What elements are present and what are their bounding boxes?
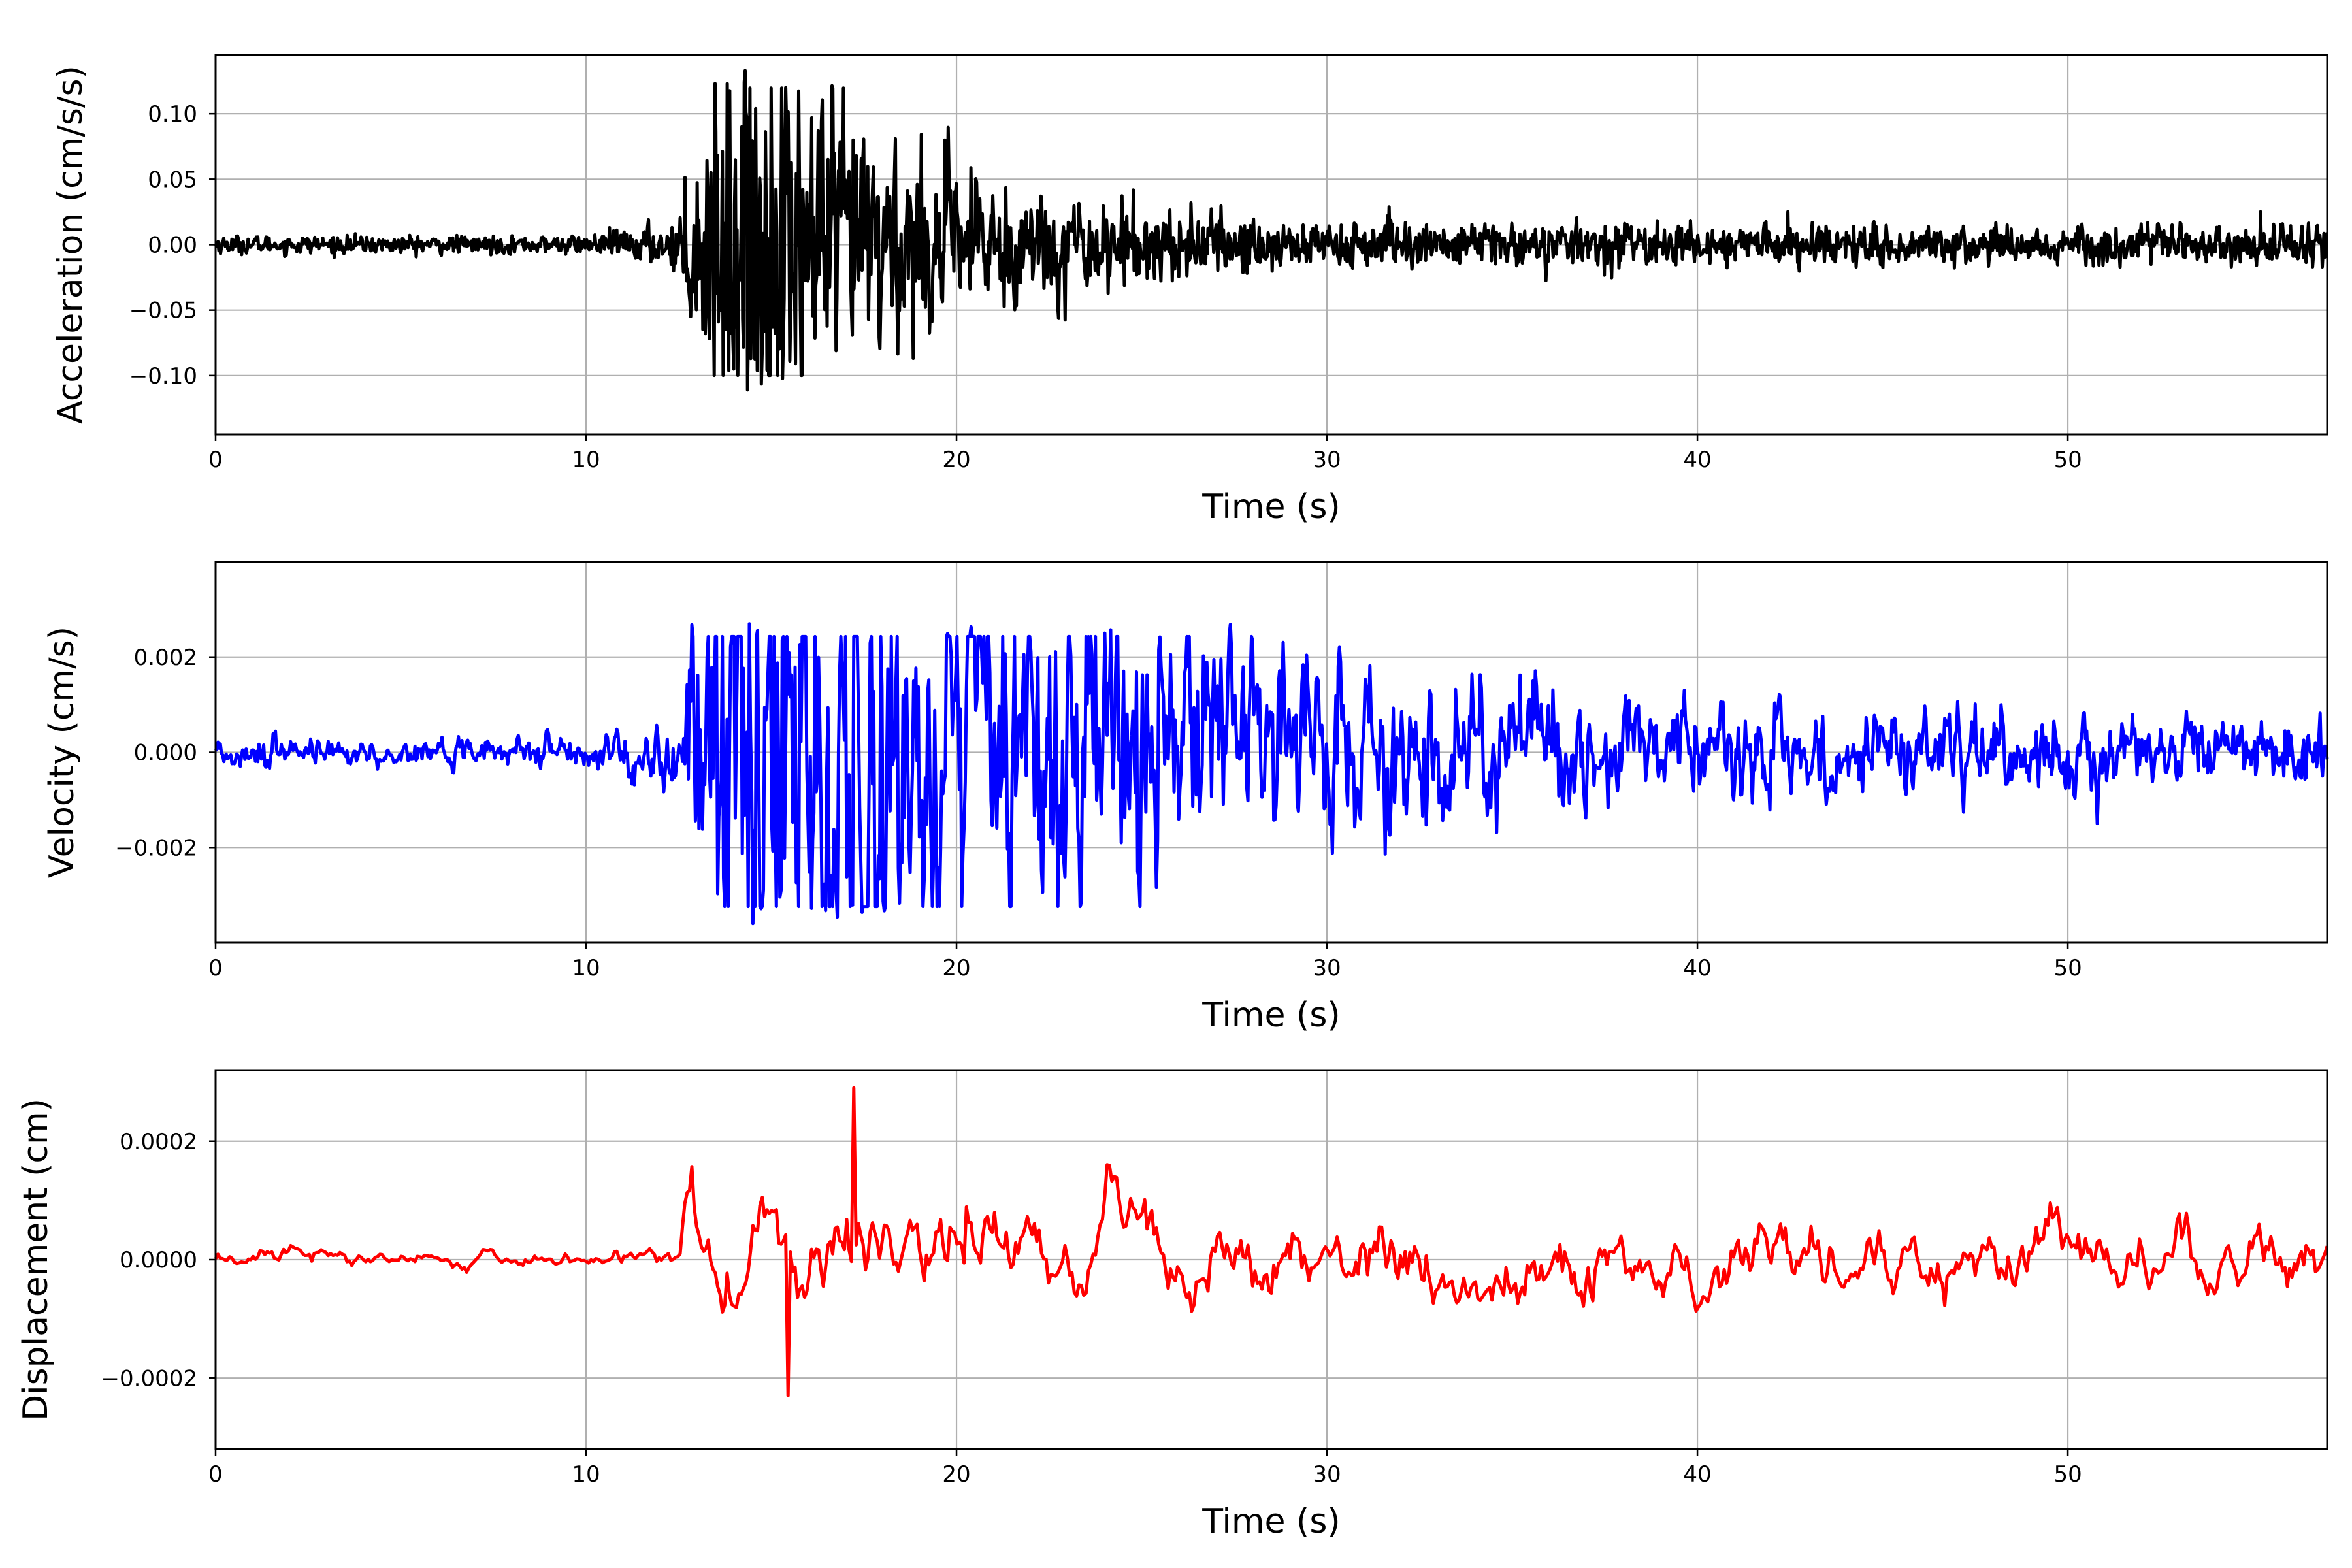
acceleration-xlabel: Time (s) bbox=[1201, 487, 1340, 527]
velocity-xtick-label-3: 30 bbox=[1313, 955, 1341, 981]
displacement-ylabel: Displacement (cm) bbox=[16, 1098, 56, 1421]
acceleration-ytick-label-0: −0.10 bbox=[129, 363, 197, 389]
velocity-panel: 0 10 20 30 40 50 −0.002 0.000 0.002 Time (s) Vel… bbox=[42, 561, 2329, 1035]
displacement-xtick-label-5: 50 bbox=[2053, 1462, 2082, 1488]
acceleration-panel: 0 10 20 30 40 50 −0.10 −0.05 0.00 0.05 0.10 Time (… bbox=[51, 54, 2329, 527]
displacement-trace bbox=[214, 1086, 2329, 1397]
displacement-xtick-label-4: 40 bbox=[1683, 1462, 1711, 1488]
acceleration-xtick-label-1: 10 bbox=[572, 447, 600, 473]
displacement-ytick-label-0: −0.0002 bbox=[101, 1365, 197, 1392]
displacement-xtick-label-2: 20 bbox=[942, 1462, 970, 1488]
acceleration-xtick-label-3: 30 bbox=[1313, 447, 1341, 473]
acceleration-ytick-label-3: 0.05 bbox=[148, 167, 197, 193]
velocity-ylabel: Velocity (cm/s) bbox=[42, 627, 82, 878]
velocity-ticks: 0 10 20 30 40 50 −0.002 0.000 0.002 bbox=[115, 645, 2082, 981]
velocity-xlabel: Time (s) bbox=[1201, 996, 1340, 1035]
velocity-ytick-label-0: −0.002 bbox=[115, 835, 197, 861]
acceleration-ytick-label-4: 0.10 bbox=[148, 101, 197, 127]
acceleration-trace bbox=[214, 69, 2329, 392]
displacement-xtick-label-1: 10 bbox=[572, 1462, 600, 1488]
displacement-xlabel: Time (s) bbox=[1201, 1502, 1340, 1541]
displacement-ytick-label-2: 0.0002 bbox=[120, 1129, 197, 1155]
velocity-xtick-label-4: 40 bbox=[1683, 955, 1711, 981]
displacement-ytick-label-1: 0.0000 bbox=[120, 1247, 197, 1273]
acceleration-ticks: 0 10 20 30 40 50 −0.10 −0.05 0.00 0.05 0.10 bbox=[129, 101, 2082, 473]
acceleration-xtick-label-5: 50 bbox=[2053, 447, 2082, 473]
acceleration-xtick-label-4: 40 bbox=[1683, 447, 1711, 473]
velocity-xtick-label-2: 20 bbox=[942, 955, 970, 981]
displacement-xtick-label-3: 30 bbox=[1313, 1462, 1341, 1488]
velocity-xtick-label-0: 0 bbox=[208, 955, 223, 981]
velocity-ytick-label-1: 0.000 bbox=[134, 740, 197, 766]
displacement-grid bbox=[214, 1070, 2327, 1449]
displacement-xtick-label-0: 0 bbox=[208, 1462, 223, 1488]
acceleration-ytick-label-2: 0.00 bbox=[148, 233, 197, 259]
velocity-xtick-label-5: 50 bbox=[2053, 955, 2082, 981]
acceleration-ytick-label-1: −0.05 bbox=[129, 298, 197, 324]
velocity-ytick-label-2: 0.002 bbox=[134, 645, 197, 671]
displacement-ticks: 0 10 20 30 40 50 −0.0002 0.0000 0.0002 bbox=[101, 1129, 2082, 1488]
acceleration-xtick-label-2: 20 bbox=[942, 447, 970, 473]
acceleration-ylabel: Acceleration (cm/s/s) bbox=[51, 65, 90, 424]
acceleration-xtick-label-0: 0 bbox=[208, 447, 223, 473]
velocity-xtick-label-1: 10 bbox=[572, 955, 600, 981]
velocity-trace bbox=[214, 622, 2329, 926]
